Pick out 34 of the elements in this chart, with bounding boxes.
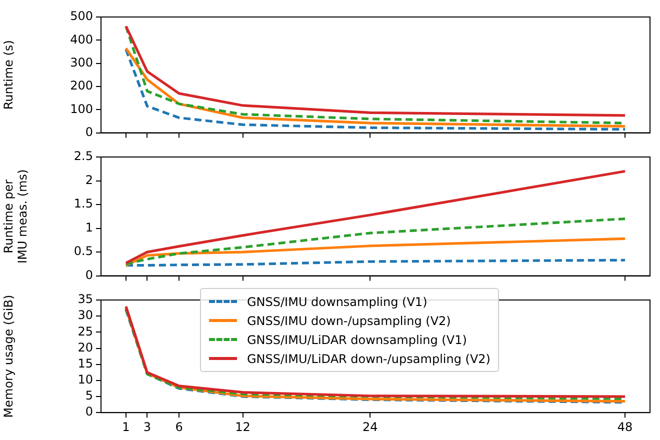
- y-tick-label: 2: [85, 172, 93, 187]
- x-tick-label: 24: [362, 420, 378, 434]
- y-tick-label: 15: [78, 356, 93, 370]
- x-tick-label: 48: [617, 420, 633, 434]
- x-tick-label: 6: [175, 420, 183, 434]
- legend-label: GNSS/IMU down-/upsampling (V2): [247, 314, 451, 328]
- y-axis-title: Runtime (s): [1, 40, 16, 110]
- y-tick-label: 0.5: [74, 244, 93, 258]
- y-tick-label: 1: [85, 220, 93, 234]
- y-tick-label: 10: [78, 372, 93, 387]
- y-tick-label: 400: [70, 32, 93, 46]
- y-tick-label: 500: [70, 9, 93, 24]
- line-series: [124, 217, 626, 266]
- legend-label: GNSS/IMU downsampling (V1): [247, 294, 428, 308]
- legend-label: GNSS/IMU/LiDAR down-/upsampling (V2): [247, 352, 490, 366]
- y-tick-label: 5: [85, 388, 93, 403]
- y-tick-label: 20: [78, 340, 93, 354]
- y-tick-label: 30: [78, 308, 93, 322]
- x-tick-label: 3: [143, 420, 152, 434]
- y-tick-label: 2.5: [74, 149, 93, 164]
- legend-label: GNSS/IMU/LiDAR downsampling (V1): [247, 332, 467, 346]
- x-tick-label: 12: [235, 420, 250, 434]
- y-tick-label: 0: [85, 268, 93, 282]
- y-tick-label: 300: [70, 55, 93, 70]
- y-tick-label: 200: [70, 78, 93, 93]
- y-axis-title: Runtime per IMU meas. (ms): [1, 169, 30, 264]
- y-tick-label: 35: [78, 292, 93, 306]
- y-tick-label: 0: [85, 124, 93, 139]
- y-tick-label: 100: [70, 102, 93, 116]
- x-tick-label: 1: [122, 420, 130, 434]
- y-axis-title: Memory usage (GiB): [1, 294, 16, 418]
- y-tick-label: 1.5: [74, 196, 93, 211]
- y-tick-label: 25: [78, 324, 93, 338]
- y-tick-label: 0: [85, 404, 93, 419]
